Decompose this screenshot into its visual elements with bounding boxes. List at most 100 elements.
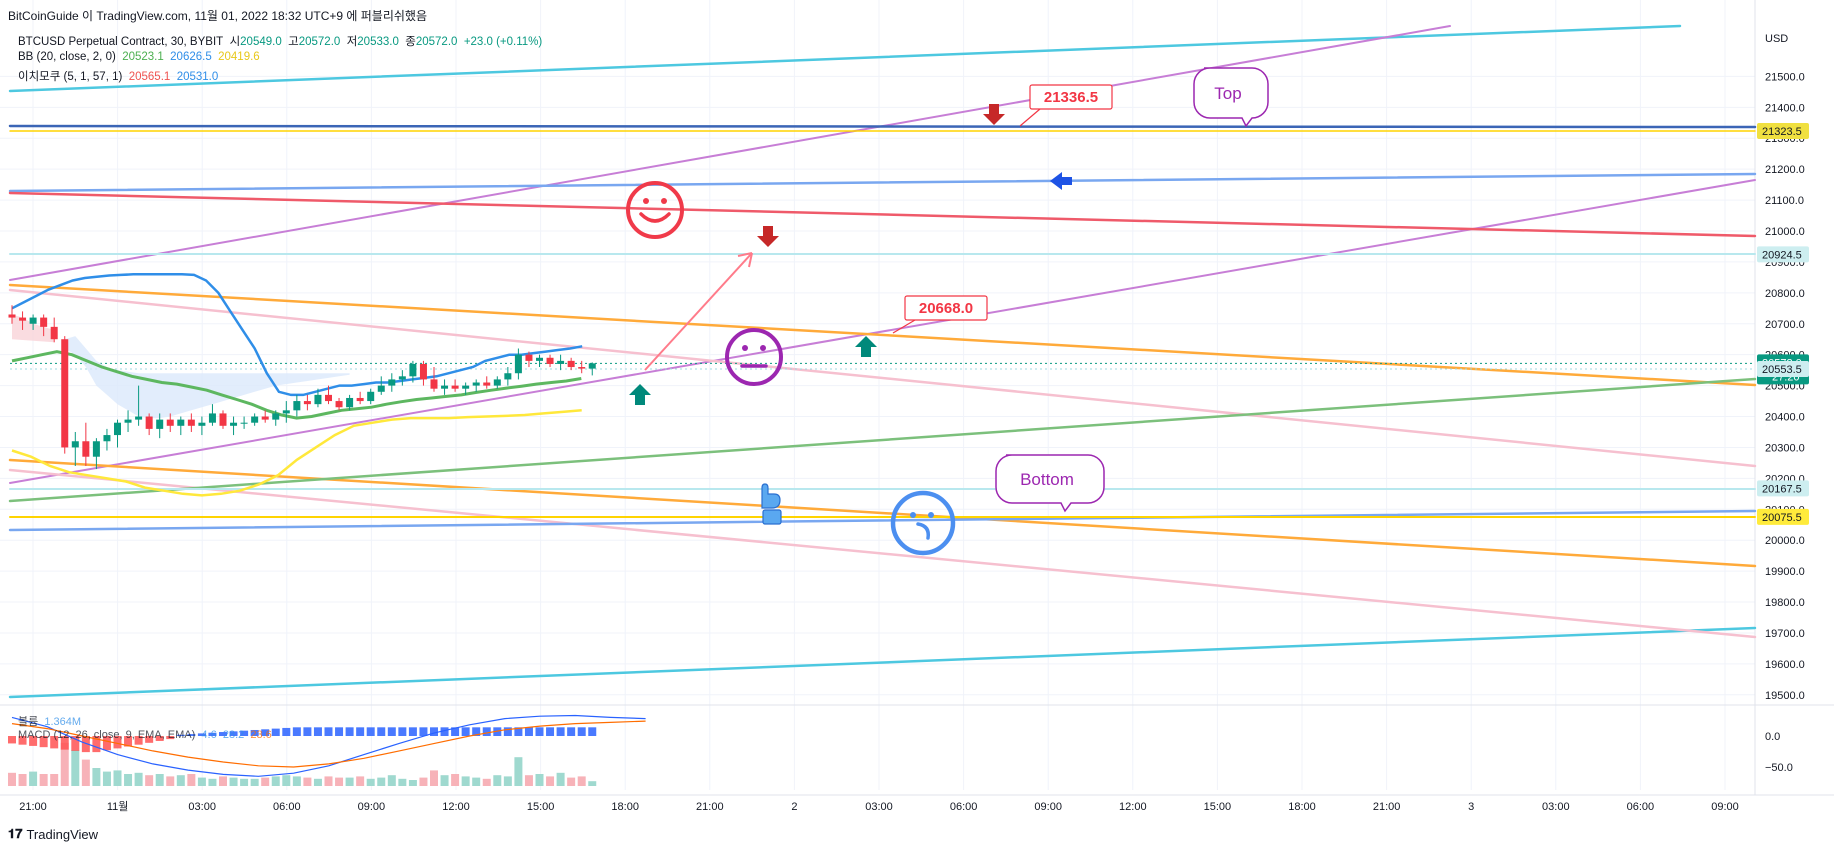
volume-bar: [577, 776, 586, 786]
price-axis-tick-label: 21000.0: [1765, 226, 1805, 238]
time-axis-label: 3: [1468, 801, 1474, 813]
macd-histogram-bar: [166, 736, 175, 740]
arrow-left-icon: [1050, 172, 1072, 190]
ichimoku-a-value: 20565.1: [128, 71, 171, 83]
macd-histogram-bar: [60, 736, 69, 750]
volume-bar: [8, 772, 16, 786]
volume-bar: [430, 770, 438, 786]
macd-histogram-bar: [440, 727, 449, 736]
candle-body: [504, 373, 512, 380]
volume-bar: [345, 777, 354, 786]
trend-line: [8, 24, 1682, 93]
tradingview-footer[interactable]: 𝟏𝟕 TradingView: [8, 826, 98, 842]
volume-bar: [18, 774, 27, 786]
macd-histogram-bar: [356, 727, 365, 736]
price-label-bg: [1757, 122, 1809, 139]
macd-histogram-bar: [430, 727, 438, 736]
macd-histogram-bar: [208, 732, 217, 736]
low-value: 20533.0: [357, 36, 399, 48]
candle-body: [282, 410, 290, 414]
volume-bar: [387, 775, 396, 786]
smile-face-mouth: [639, 212, 671, 223]
macd-histogram-bar: [503, 727, 512, 736]
macd-histogram-bar: [556, 727, 565, 736]
volume-bar: [229, 777, 238, 786]
volume-bar: [366, 778, 375, 786]
candle-body: [40, 317, 48, 327]
projection-arrow-head: [737, 252, 753, 268]
macd-histogram-bar: [472, 727, 481, 736]
price-axis-tick-label: 20300.0: [1765, 442, 1805, 454]
price-axis-tick-label: 21200.0: [1765, 164, 1805, 176]
price-axis-tick-label: 20400.0: [1765, 412, 1805, 424]
time-axis-label: 12:00: [1119, 801, 1147, 813]
high-label: 고: [288, 36, 299, 48]
candle-body: [198, 422, 206, 426]
legend-ichimoku-row[interactable]: 이치모쿠 (5, 1, 57, 1) 20565.1 20531.0: [18, 68, 218, 84]
time-axis-label: 21:00: [1373, 801, 1401, 813]
candle-body: [346, 397, 354, 408]
time-axis-label: 09:00: [1034, 801, 1062, 813]
candle-body: [19, 317, 27, 321]
legend-volume-row[interactable]: 볼륨 1.364M: [18, 713, 81, 729]
volume-bar: [39, 774, 48, 786]
smile-face-eye: [661, 198, 667, 204]
volume-bar: [335, 777, 344, 786]
macd-histogram-bar: [155, 736, 164, 741]
candle-body: [124, 419, 132, 423]
macd-histogram-bar: [292, 727, 301, 736]
volume-bar: [313, 778, 322, 786]
macd-histogram-bar: [197, 733, 206, 736]
candle-body: [472, 382, 480, 386]
candle-body: [314, 394, 322, 405]
candle-body: [251, 416, 259, 423]
volume-bar: [419, 777, 428, 786]
sad-face-mouth: [916, 522, 931, 540]
volume-bar: [503, 776, 512, 786]
legend-bb-row[interactable]: BB (20, close, 2, 0) 20523.1 20626.5 204…: [18, 51, 260, 63]
volume-bar: [102, 771, 111, 786]
price-axis-tick-label: 19900.0: [1765, 566, 1805, 578]
publish-info: BitCoinGuide 이 TradingView.com, 11월 01, …: [8, 9, 427, 23]
macd-signal-line: [11, 720, 646, 768]
price-note-pointer: [892, 319, 916, 334]
trend-line: [8, 191, 1757, 238]
macd-histogram-bar: [240, 730, 249, 736]
price-axis-tick-label: 20000.0: [1765, 535, 1805, 547]
macd-histogram-bar: [303, 727, 312, 736]
volume-bar: [60, 742, 69, 786]
price-label-bg: [1757, 246, 1809, 263]
time-axis-label: 03:00: [865, 801, 893, 813]
volume-bar: [282, 775, 291, 786]
candle-body: [145, 416, 153, 429]
candle-body: [177, 419, 185, 426]
macd-axis-tick-label: −50.0: [1765, 762, 1793, 774]
volume-bar: [124, 774, 133, 786]
macd-histogram-bar: [535, 727, 544, 736]
macd-histogram-bar: [145, 736, 154, 743]
price-axis-tick-label: 19600.0: [1765, 659, 1805, 671]
macd-histogram-bar: [71, 736, 80, 751]
candle-body: [103, 435, 111, 442]
macd-axis-tick-label: 0.0: [1765, 731, 1780, 743]
time-axis-label: 06:00: [273, 801, 301, 813]
macd-histogram-bar: [92, 736, 101, 753]
candle-body: [441, 385, 449, 389]
volume-bar: [493, 775, 502, 786]
pointing-hand-icon: [761, 483, 781, 509]
candle-body: [29, 317, 37, 324]
macd-histogram-bar: [482, 727, 491, 736]
candle-body: [514, 354, 522, 374]
legend-macd-row[interactable]: MACD (12, 26, close, 9, EMA, EMA) 4.6 28…: [18, 729, 272, 741]
candle-body: [293, 401, 301, 411]
candle-body: [557, 360, 565, 364]
candle-body: [567, 360, 575, 368]
macd-histogram-bar: [567, 727, 576, 736]
close-label: 종: [405, 36, 416, 48]
volume-bar: [535, 774, 544, 786]
time-axis-label: 06:00: [1627, 801, 1655, 813]
candle-body: [114, 422, 121, 436]
price-axis-currency-label: USD: [1765, 33, 1788, 45]
volume-bar: [472, 777, 481, 786]
